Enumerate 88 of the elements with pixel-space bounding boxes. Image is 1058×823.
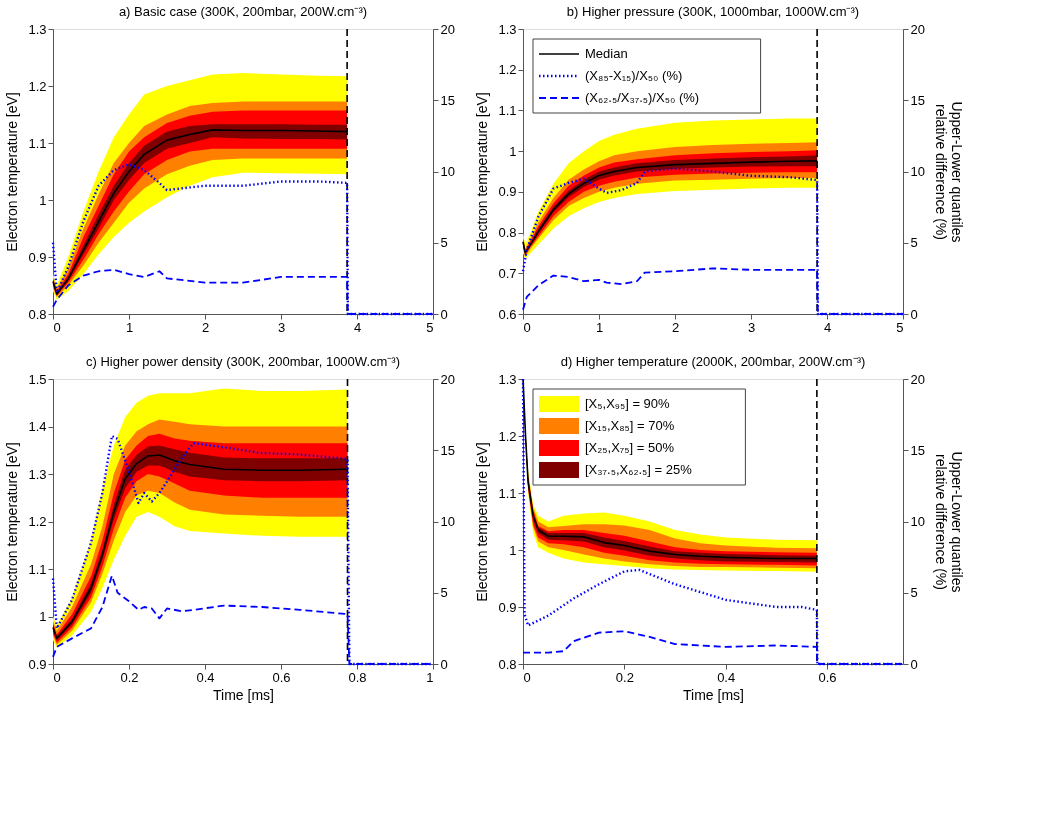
y2-tick-label: 0 (910, 656, 918, 672)
y-tick-label: 1.1 (28, 561, 47, 577)
x-tick-label: 4 (823, 319, 832, 335)
y-tick-label: 0.9 (28, 249, 47, 265)
x-tick-label: 5 (896, 319, 904, 335)
y-tick-label: 1.5 (28, 371, 47, 387)
x-tick-label: 0 (53, 319, 61, 335)
y-tick-label: 1.2 (498, 62, 517, 78)
y-tick-label: 1.1 (498, 485, 517, 501)
x-tick-label: 0.4 (196, 669, 215, 685)
legend-label: Median (585, 46, 628, 61)
chart-title: d) Higher temperature (2000K, 200mbar, 200W.cm⁻³) (560, 354, 866, 369)
x-axis-title: Time [ms] (683, 686, 744, 703)
y-tick-label: 1.2 (28, 78, 47, 94)
legend-label: (X₈₅-X₁₅)/X₅₀ (%) (585, 68, 683, 83)
y-tick-label: 0.9 (498, 184, 517, 200)
x-axis-title: Time [ms] (213, 686, 274, 703)
y-tick-label: 0.8 (498, 225, 517, 241)
y-tick-label: 0.9 (498, 599, 517, 615)
y-tick-label: 1 (39, 192, 47, 208)
y-tick-label: 0.8 (498, 656, 517, 672)
x-tick-label: 0 (523, 669, 531, 685)
y2-tick-label: 20 (910, 21, 925, 37)
x-tick-label: 0.2 (120, 669, 139, 685)
legend-label: [X₂₅,X₇₅] = 50% (585, 440, 675, 455)
x-tick-label: 0.8 (348, 669, 367, 685)
y-axis-title: Electron temperature [eV] (474, 92, 491, 252)
y2-tick-label: 20 (910, 371, 925, 387)
y2-axis-title: Upper-Lower quantiles relative difference (%) (932, 101, 965, 243)
y-tick-label: 1.1 (498, 102, 517, 118)
y-tick-label: 1.1 (28, 135, 47, 151)
legend-label: [X₅,X₉₅] = 90% (585, 396, 671, 411)
legend-label: [X₃₇.₅,X₆₂.₅] = 25% (585, 462, 693, 477)
y2-tick-label: 10 (910, 164, 925, 179)
y-tick-label: 0.9 (28, 656, 47, 672)
x-tick-label: 0.4 (717, 669, 736, 685)
y2-tick-label: 15 (440, 92, 455, 108)
y-tick-label: 0.8 (28, 306, 47, 322)
y-tick-label: 1.4 (28, 419, 47, 434)
x-tick-label: 5 (426, 319, 434, 335)
x-tick-label: 3 (747, 319, 756, 335)
chart-title: c) Higher power density (300K, 200mbar, 1000W.cm⁻³) (86, 354, 400, 369)
y2-axis-title: Upper-Lower quantiles relative difference (%) (932, 451, 965, 593)
legend-label: (X₆₂.₅/X₃₇.₅)/X₅₀ (%) (585, 90, 700, 105)
chart-title: b) Higher pressure (300K, 1000mbar, 1000W.cm⁻³) (566, 4, 860, 19)
y-tick-label: 1.2 (498, 428, 517, 444)
x-tick-label: 2 (671, 319, 680, 335)
y2-tick-label: 5 (440, 585, 448, 601)
y2-tick-label: 10 (440, 514, 455, 529)
y-tick-label: 1.3 (498, 371, 517, 387)
y2-tick-label: 15 (440, 442, 455, 458)
x-tick-label: 0 (523, 319, 531, 335)
x-tick-label: 1 (595, 319, 604, 335)
y2-tick-label: 5 (910, 235, 918, 251)
y2-tick-label: 5 (440, 235, 448, 251)
y-axis-title: Electron temperature [eV] (4, 442, 21, 602)
x-tick-label: 0.2 (615, 669, 634, 685)
y2-tick-label: 15 (910, 442, 925, 458)
y2-tick-label: 10 (440, 164, 455, 179)
y2-tick-label: 0 (440, 656, 448, 672)
y-axis-title: Electron temperature [eV] (4, 92, 21, 252)
x-tick-label: 0.6 (272, 669, 291, 685)
y-tick-label: 1.3 (28, 21, 47, 37)
y2-tick-label: 20 (440, 21, 455, 37)
x-tick-label: 3 (277, 319, 286, 335)
y2-tick-label: 10 (910, 514, 925, 529)
y-tick-label: 1.3 (498, 21, 517, 37)
x-tick-label: 4 (353, 319, 362, 335)
x-tick-label: 0.6 (818, 669, 837, 685)
y2-tick-label: 5 (910, 585, 918, 601)
x-tick-label: 2 (201, 319, 210, 335)
y-axis-title: Electron temperature [eV] (474, 442, 491, 602)
y2-tick-label: 20 (440, 371, 455, 387)
y-tick-label: 0.6 (498, 306, 517, 322)
y2-tick-label: 0 (910, 306, 918, 322)
y-tick-label: 1 (39, 609, 47, 624)
x-tick-label: 1 (125, 319, 134, 335)
y-tick-label: 1.3 (28, 466, 47, 482)
y-tick-label: 1.2 (28, 514, 47, 529)
y-tick-label: 1 (509, 143, 517, 159)
legend-label: [X₁₅,X₈₅] = 70% (585, 418, 675, 433)
y-tick-label: 1 (509, 542, 517, 558)
y-tick-label: 0.7 (498, 265, 517, 281)
y2-tick-label: 0 (440, 306, 448, 322)
x-tick-label: 0 (53, 669, 61, 685)
x-tick-label: 1 (426, 669, 434, 685)
chart-title: a) Basic case (300K, 200mbar, 200W.cm⁻³) (118, 4, 368, 19)
y2-tick-label: 15 (910, 92, 925, 108)
